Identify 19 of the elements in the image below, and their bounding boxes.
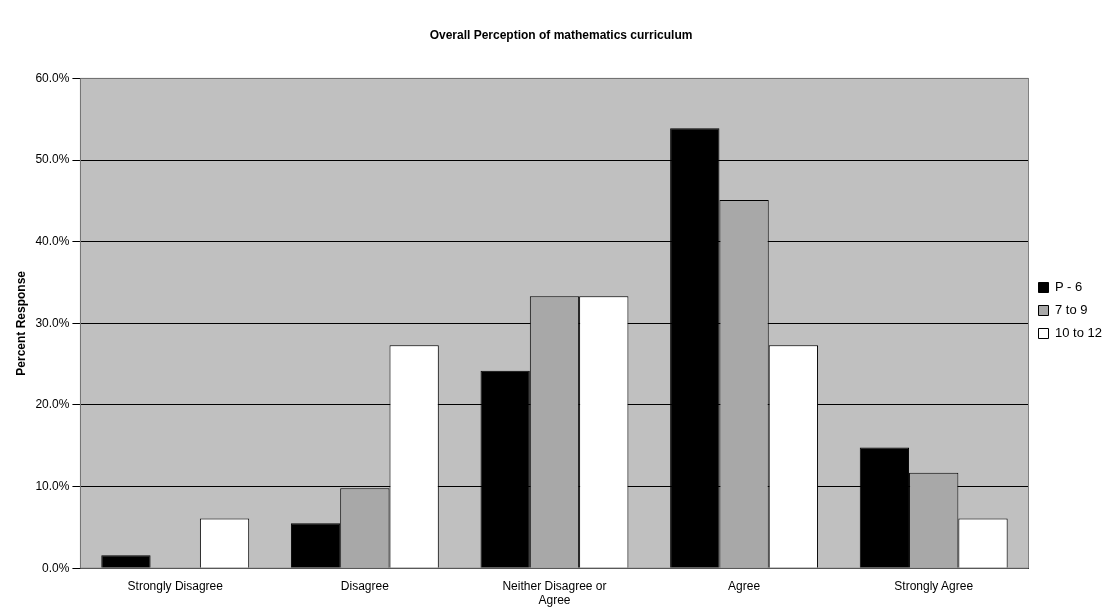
x-tick-label: Agree xyxy=(728,578,761,593)
y-tick-label: 10.0% xyxy=(35,478,70,493)
legend-label: 7 to 9 xyxy=(1055,302,1088,318)
legend-label: P - 6 xyxy=(1055,279,1083,295)
x-tick-label: Strongly Disagree xyxy=(127,578,224,593)
y-axis-title: Percent Response xyxy=(13,270,28,376)
x-tick-label: Neither Disagree or Agree xyxy=(502,578,607,608)
y-tick-label: 0.0% xyxy=(42,560,70,575)
x-tick-label: Disagree xyxy=(340,578,390,593)
y-tick-label: 20.0% xyxy=(35,397,70,412)
bar xyxy=(290,523,341,568)
y-tick-label: 60.0% xyxy=(35,70,70,85)
legend-label: 10 to 12 xyxy=(1055,325,1103,341)
y-tick-label: 50.0% xyxy=(35,152,70,167)
y-tick-label: 40.0% xyxy=(35,233,70,248)
bar xyxy=(101,555,151,568)
x-tick-label: Strongly Agree xyxy=(894,578,974,593)
y-tick-label: 30.0% xyxy=(35,315,70,330)
chart-title: Overall Perception of mathematics curriculum xyxy=(429,27,693,42)
